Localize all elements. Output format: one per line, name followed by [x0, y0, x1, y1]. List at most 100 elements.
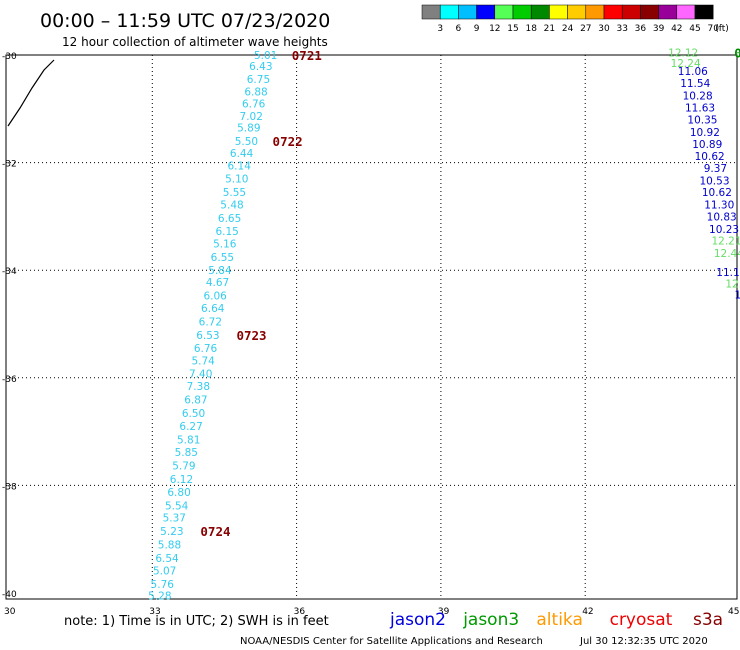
map-subtitle: 12 hour collection of altimeter wave hei…: [62, 35, 328, 49]
wave-height-value: 6.50: [182, 408, 205, 420]
lat-tick-label: -36: [2, 375, 17, 385]
lon-tick-label: 36: [294, 607, 306, 617]
scale-label: 24: [562, 24, 574, 34]
scale-swatch: [439, 4, 459, 20]
wave-height-value: 5.37: [163, 513, 186, 525]
wave-height-value: 6.65: [218, 213, 241, 225]
wave-height-value: 6.54: [155, 553, 179, 565]
lat-tick-label: -30: [2, 52, 17, 62]
wave-height-value: 6.80: [167, 487, 190, 499]
pass-label: 0724: [200, 524, 230, 539]
scale-swatch: [658, 4, 678, 20]
lon-tick-label: 30: [4, 607, 16, 617]
satellite-legend-item: jason3: [462, 610, 519, 630]
pass-label: 0924: [734, 45, 740, 60]
wave-height-value: 5.84: [208, 265, 232, 277]
scale-unit: (ft): [715, 24, 729, 34]
satellite-legend-item: cryosat: [610, 610, 673, 630]
wave-height-value: 5.23: [160, 526, 183, 538]
wave-height-value: 6.14: [228, 160, 252, 172]
scale-label: 12: [489, 24, 500, 34]
wave-height-value: 5.16: [213, 238, 237, 250]
wave-height-value: 5.79: [172, 460, 195, 472]
lat-tick-label: -32: [2, 160, 17, 170]
wave-height-value: 11.06: [678, 66, 708, 78]
wave-height-value: 6.87: [184, 394, 207, 406]
wave-height-value: 6.72: [199, 316, 222, 328]
wave-height-value: 5.10: [225, 174, 248, 186]
wave-height-value: 11.54: [680, 78, 710, 90]
scale-swatch: [567, 4, 587, 20]
wave-height-value: 5.28: [148, 591, 171, 603]
scale-swatch: [494, 4, 514, 20]
scale-label: 42: [671, 24, 682, 34]
scale-label: 15: [507, 24, 518, 34]
scale-label: 70: [707, 24, 719, 34]
map-title: 00:00 – 11:59 UTC 07/23/2020: [40, 10, 330, 32]
scale-swatch: [476, 4, 496, 20]
pass-label: 0723: [236, 328, 266, 343]
map-frame: [5, 54, 738, 600]
scale-swatch: [549, 4, 568, 20]
wave-height-value: 10.35: [687, 115, 717, 127]
lon-tick-label: 39: [438, 607, 450, 617]
scale-swatch: [458, 4, 477, 20]
scale-swatch: [512, 4, 532, 20]
lat-tick-label: -40: [2, 590, 17, 600]
scale-label: 36: [635, 24, 647, 34]
wave-height-value: 10.89: [692, 139, 722, 151]
wave-height-value: 10.83: [707, 211, 737, 223]
scale-swatch: [640, 4, 659, 20]
wave-height-value: 12.24: [671, 58, 701, 70]
coastline: [7, 59, 55, 127]
wave-height-value: 5.01: [254, 50, 277, 62]
wave-height-value: 6.76: [194, 343, 218, 355]
wave-height-value: 6.64: [201, 303, 225, 315]
wave-height-value: 10.62: [695, 151, 725, 163]
satellite-legend-item: jason2: [389, 610, 446, 630]
wave-height-value: 5.54: [165, 500, 189, 512]
scale-swatch: [421, 4, 441, 20]
footer-note: note: 1) Time is in UTC; 2) SWH is in fe…: [64, 614, 329, 629]
pass-label: 0722: [273, 134, 303, 149]
color-scale-legend: 3 6 9 12 15 18 21 24 27 30 33 36 39 42 45 70(ft): [421, 4, 729, 34]
wave-height-value: 5.81: [177, 435, 200, 447]
wave-height-value: 10.92: [690, 127, 720, 139]
wave-height-value: 6.27: [179, 421, 202, 433]
scale-label: 18: [525, 24, 537, 34]
lon-tick-label: 42: [582, 607, 593, 617]
wave-height-value: 6.12: [170, 474, 193, 486]
wave-height-value: 6.06: [203, 290, 227, 302]
wave-height-value: 12.12: [668, 47, 698, 59]
wave-height-value: 5.50: [235, 136, 258, 148]
wave-height-value: 5.55: [223, 187, 246, 199]
axis-labels: 30 33 36 39 42 45 -30 -32 -34 -36 -38 -40: [2, 52, 739, 617]
lon-tick-label: 33: [149, 607, 160, 617]
wave-height-value: 6.76: [242, 98, 266, 110]
wave-height-value: 9.37: [704, 163, 727, 175]
wave-height-value: 10.: [734, 289, 740, 301]
scale-swatch: [676, 4, 696, 20]
scale-swatch: [603, 4, 623, 20]
wave-height-value: 7.38: [187, 381, 210, 393]
scale-swatch: [585, 4, 605, 20]
scale-label: 3: [437, 24, 443, 34]
footer-credit: NOAA/NESDIS Center for Satellite Applica…: [240, 636, 543, 647]
wave-height-value: 10.53: [699, 175, 729, 187]
wave-height-value: 5.07: [153, 565, 176, 577]
scale-label: 6: [456, 24, 462, 34]
wave-height-value: 5.85: [175, 447, 198, 459]
wave-height-value: 4.67: [206, 277, 229, 289]
pass-labels: 0721072207230724092409: [200, 45, 740, 539]
wave-height-value: 6.43: [249, 61, 272, 73]
wave-height-value: 11.63: [685, 103, 715, 115]
wave-height-value: 12.21: [711, 236, 740, 248]
lon-tick-label: 45: [728, 607, 739, 617]
wave-height-value: 10.23: [709, 224, 739, 236]
pass-label: 0721: [292, 48, 322, 63]
wave-height-value: 6.88: [244, 87, 267, 99]
wave-height-value: 10.62: [702, 187, 732, 199]
satellite-tracks: 5.016.436.756.886.767.025.895.506.446.14…: [148, 47, 740, 602]
wave-height-value: 12.44: [714, 248, 740, 260]
